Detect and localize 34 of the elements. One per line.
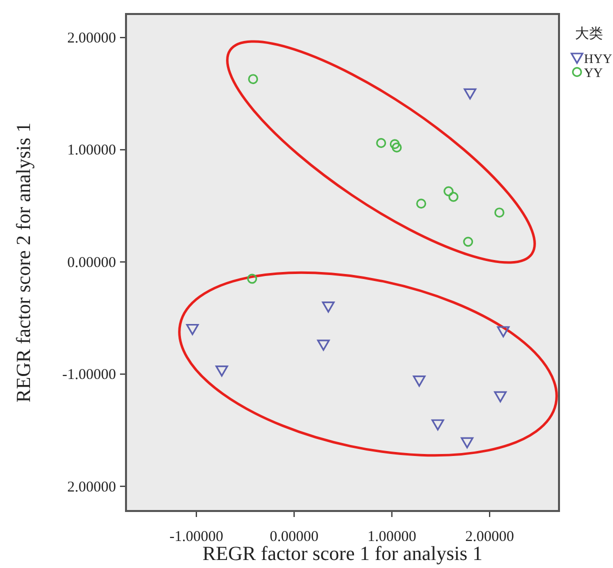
legend-label: YY bbox=[584, 65, 604, 80]
y-tick-label: 2.00000 bbox=[67, 30, 116, 47]
point bbox=[186, 324, 199, 336]
point bbox=[392, 142, 402, 153]
point bbox=[464, 88, 476, 100]
point bbox=[215, 365, 228, 377]
point bbox=[376, 138, 386, 148]
y-tick-label: -1.00000 bbox=[62, 367, 116, 384]
point bbox=[448, 192, 458, 202]
x-tick-label: 2.00000 bbox=[465, 529, 514, 545]
point bbox=[247, 274, 258, 284]
x-axis-title: REGR factor score 1 for analysis 1 bbox=[202, 543, 482, 565]
y-tick-label: 1.00000 bbox=[67, 142, 116, 159]
point bbox=[463, 236, 474, 247]
x-tick-label: -1.00000 bbox=[170, 529, 224, 545]
y-axis-title: REGR factor score 2 for analysis 1 bbox=[13, 122, 35, 402]
legend-label: HYY bbox=[584, 51, 613, 66]
point bbox=[444, 186, 454, 196]
point bbox=[416, 198, 426, 209]
point bbox=[460, 437, 474, 448]
point bbox=[248, 74, 258, 84]
point bbox=[322, 302, 335, 313]
point bbox=[390, 139, 400, 150]
point bbox=[496, 326, 510, 338]
point bbox=[317, 340, 330, 351]
point bbox=[494, 391, 507, 402]
point bbox=[412, 376, 426, 387]
y-tick-label: 0.00000 bbox=[67, 254, 116, 271]
x-tick-label: 1.00000 bbox=[367, 529, 416, 545]
point bbox=[432, 419, 444, 430]
point bbox=[494, 208, 504, 218]
y-tick-label: 2.00000 bbox=[67, 479, 116, 496]
x-tick-label: 0.00000 bbox=[270, 529, 318, 545]
legend-title: 大类 bbox=[575, 26, 603, 42]
